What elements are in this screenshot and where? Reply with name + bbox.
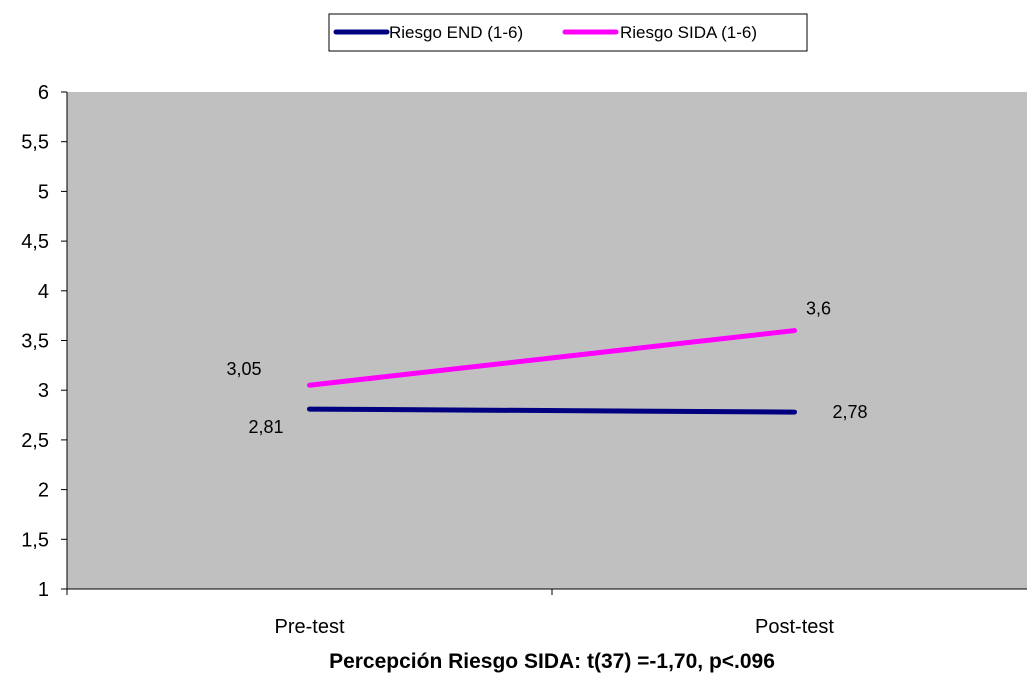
y-tick-label: 4 [38,281,49,303]
y-tick-label: 1,5 [21,529,49,551]
legend: Riesgo END (1-6) Riesgo SIDA (1-6) [328,13,808,52]
x-tick-label: Pre-test [274,616,344,638]
y-tick-label: 6 [38,82,49,104]
data-label-1-1: 3,6 [806,299,831,319]
y-tick-label: 2,5 [21,430,49,452]
y-axis: 1 1,5 2 2,5 3 3,5 4 4,5 5 5,5 6 [21,82,68,601]
data-label-0-1: 2,78 [833,402,868,422]
x-tick-label: Post-test [755,616,834,638]
data-label-1-0: 3,05 [226,359,261,379]
y-tick-label: 5 [38,181,49,203]
series-line-0 [307,406,797,415]
chart-title: Percepción Riesgo SIDA: t(37) =-1,70, p<… [329,650,775,673]
series-line-1 [307,328,797,388]
y-tick-label: 2 [38,480,49,502]
y-tick-label: 1 [38,579,49,601]
plot-area [67,92,1027,589]
legend-label-riesgo-sida: Riesgo SIDA (1-6) [620,23,757,42]
y-tick-label: 4,5 [21,231,49,253]
x-axis: Pre-test Post-test [66,588,1027,638]
y-tick-label: 5,5 [21,132,49,154]
legend-label-riesgo-end: Riesgo END (1-6) [389,23,523,42]
y-tick-label: 3 [38,380,49,402]
y-tick-label: 3,5 [21,331,49,353]
series-layer [307,328,797,415]
data-label-0-0: 2,81 [248,417,283,437]
data-labels: 2,81 2,78 3,05 3,6 [226,299,867,438]
